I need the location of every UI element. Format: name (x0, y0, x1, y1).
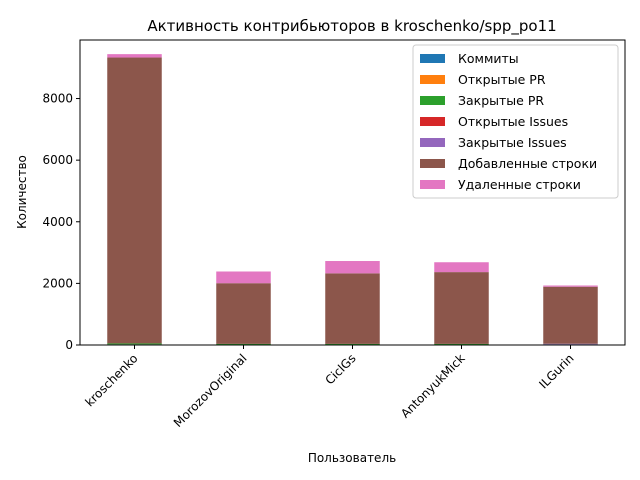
bar-segment (325, 343, 380, 345)
bar-segment (434, 343, 489, 345)
legend-swatch (420, 159, 445, 168)
y-tick-label: 8000 (42, 92, 73, 106)
y-tick-label: 2000 (42, 276, 73, 290)
bar-segment (325, 273, 380, 344)
legend-label: Коммиты (458, 51, 519, 66)
legend-swatch (420, 180, 445, 189)
bar-segment (107, 343, 162, 345)
bar-segment (543, 285, 598, 287)
legend-label: Добавленные строки (458, 156, 597, 171)
legend-label: Удаленные строки (458, 177, 581, 192)
legend-label: Закрытые Issues (458, 135, 567, 150)
legend: Коммиты Открытые PR Закрытые PR Открытые Is… (412, 44, 619, 199)
legend-swatch (420, 54, 445, 63)
bar-segment (216, 283, 271, 344)
x-tick-label: AntonyukMick (398, 351, 468, 421)
legend-box (412, 44, 619, 199)
bar-segment (543, 343, 598, 345)
y-tick-label: 0 (65, 338, 73, 352)
legend-swatch (420, 75, 445, 84)
y-tick-label: 6000 (42, 153, 73, 167)
legend-swatch (420, 138, 445, 147)
legend-label: Закрытые PR (458, 93, 544, 108)
legend-label: Открытые Issues (458, 114, 568, 129)
bar-segment (434, 262, 489, 273)
bar-segment (434, 272, 489, 344)
x-tick-label: kroschenko (82, 351, 140, 409)
chart-title: Активность контрибьюторов в kroschenko/s… (147, 17, 556, 36)
x-axis-label: Пользователь (308, 451, 396, 465)
bar-segment (325, 261, 380, 274)
bar-segment (216, 271, 271, 284)
y-axis-label: Количество (15, 155, 29, 229)
legend-label: Открытые PR (458, 72, 546, 87)
bar-segment (216, 343, 271, 345)
y-tick-label: 4000 (42, 215, 73, 229)
legend-swatch (420, 117, 445, 126)
x-tick-label: ILGurin (536, 351, 576, 391)
x-axis: kroschenko MorozovOriginal CiclGs AntonyukM… (82, 345, 577, 430)
x-tick-label: MorozovOriginal (171, 351, 250, 430)
bar-segment (107, 57, 162, 344)
bar-segment (543, 286, 598, 344)
bar-segment (107, 54, 162, 58)
y-axis: 0 2000 4000 6000 8000 (42, 92, 80, 352)
x-tick-label: CiclGs (322, 351, 358, 387)
legend-swatch (420, 96, 445, 105)
